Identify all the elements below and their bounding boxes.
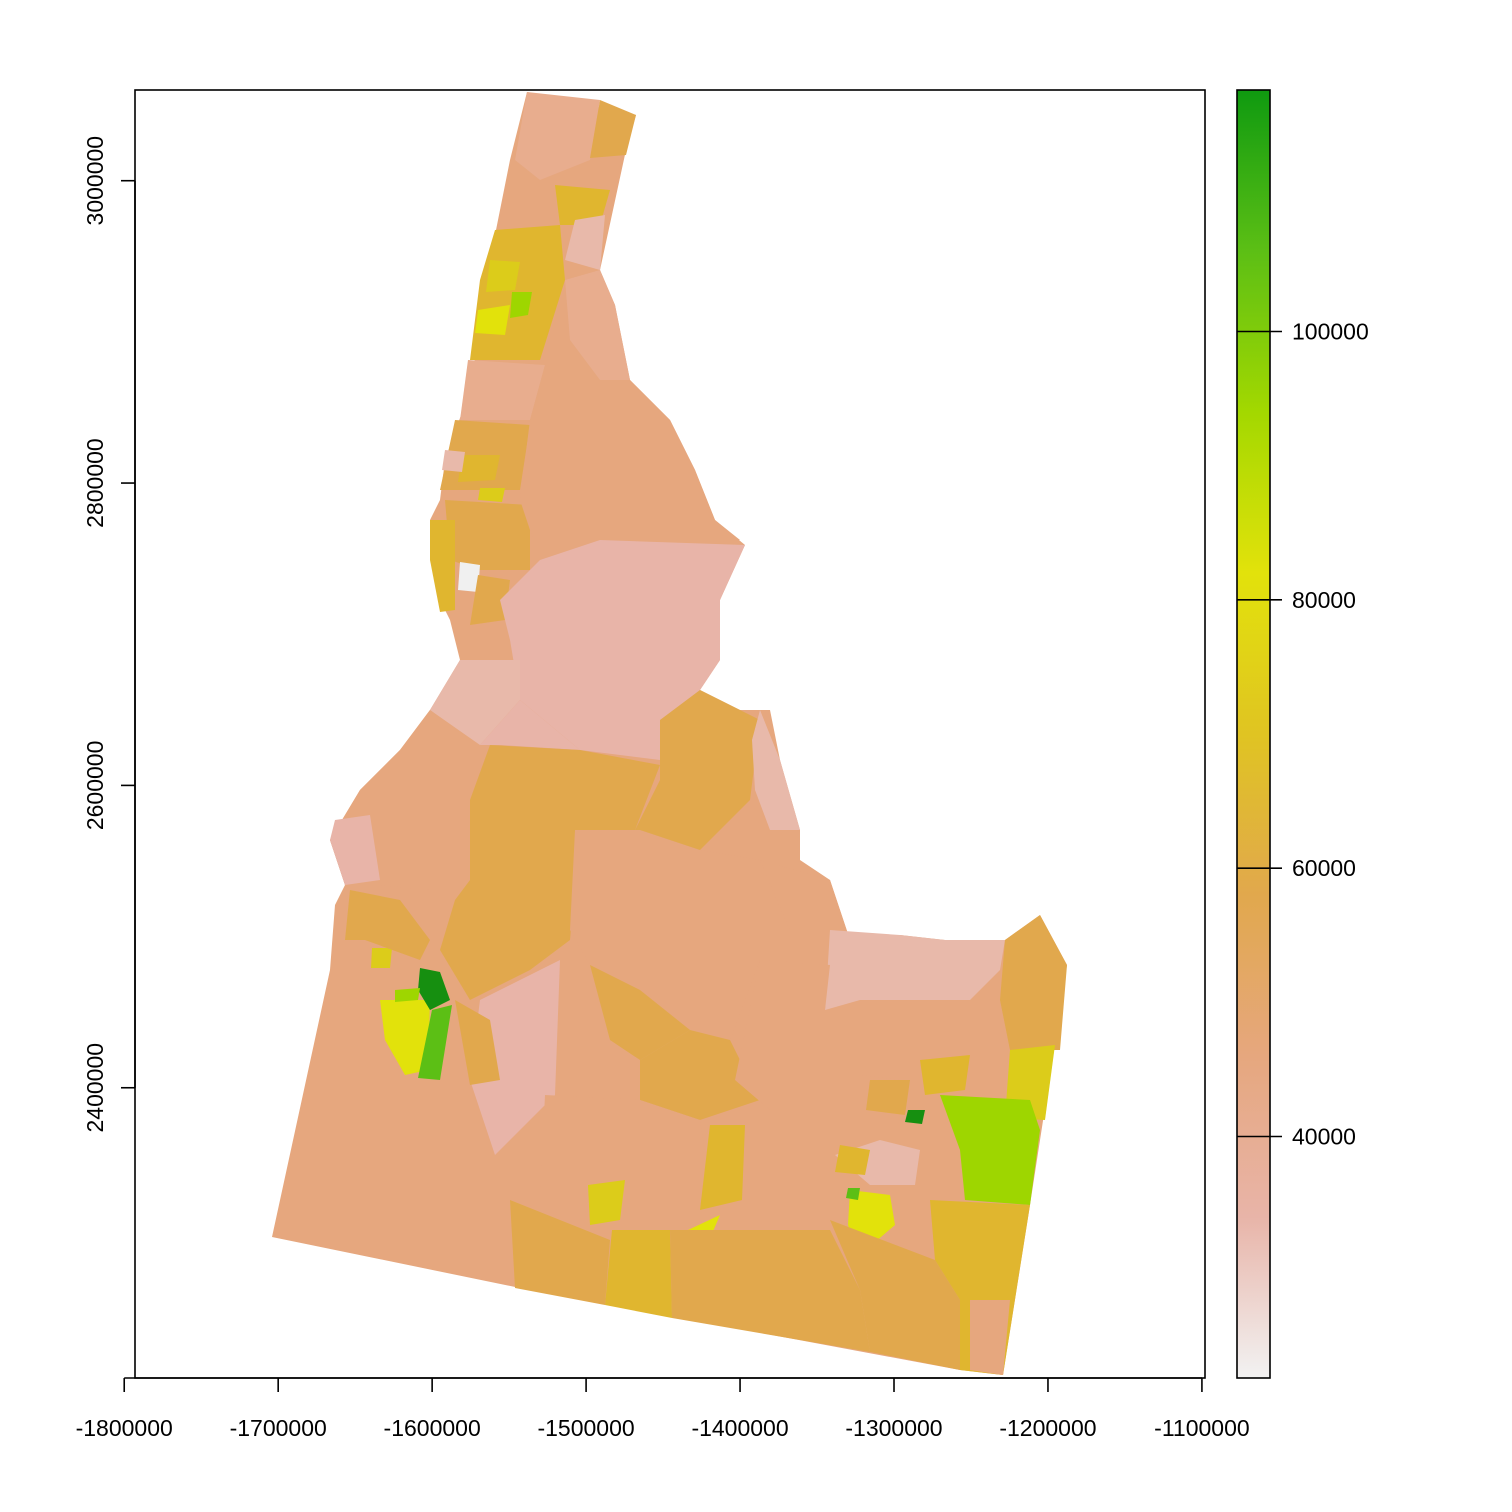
legend-tick-label: 80000 (1292, 587, 1356, 613)
y-tick-label: 2400000 (82, 1043, 108, 1133)
region-mid-2 (440, 880, 575, 1000)
region-central-1 (520, 365, 740, 560)
region-north-3 (555, 185, 610, 225)
region-north-14 (478, 488, 505, 502)
region-north-15 (445, 500, 530, 570)
legend-tick-label: 40000 (1292, 1124, 1356, 1150)
y-tick-label: 2800000 (82, 438, 108, 528)
region-north-13 (442, 450, 465, 472)
y-tick-label: 3000000 (82, 136, 108, 226)
region-st-6 (510, 1200, 610, 1305)
region-s-13 (846, 1188, 860, 1200)
region-north-17 (458, 562, 480, 592)
x-tick-label: -1700000 (230, 1415, 327, 1441)
region-north-12 (458, 455, 500, 482)
region-s-11 (835, 1145, 870, 1175)
region-north-1 (515, 92, 600, 180)
region-north-9 (565, 270, 630, 380)
region-east-2 (752, 710, 800, 830)
region-st-1 (540, 1095, 710, 1240)
region-s-7 (920, 1055, 970, 1095)
region-sc-4 (1000, 915, 1067, 1050)
region-sc-1 (570, 830, 790, 1040)
x-tick-label: -1800000 (76, 1415, 173, 1441)
region-central-3 (430, 660, 520, 745)
region-mid-1 (470, 745, 660, 880)
region-st-2 (700, 1125, 745, 1210)
x-tick-label: -1300000 (845, 1415, 942, 1441)
region-s-9 (905, 1110, 925, 1124)
x-axis: -1800000 -1700000 -1600000 -1500000 -1400000… (76, 1377, 1250, 1441)
region-tv-5 (395, 988, 420, 1002)
legend-tick-label: 60000 (1292, 855, 1356, 881)
color-legend: 40000 60000 80000 100000 (1236, 89, 1369, 1379)
region-sc-2 (760, 860, 850, 965)
region-sc-3 (825, 930, 1005, 1010)
region-north-18 (470, 575, 510, 625)
region-s-3 (640, 1030, 760, 1120)
region-s-15 (970, 1300, 1010, 1375)
x-tick-label: -1500000 (537, 1415, 634, 1441)
region-north-6 (486, 260, 520, 292)
region-s-4 (735, 960, 830, 1110)
region-west-2 (330, 815, 380, 885)
region-tv-1 (371, 948, 392, 968)
region-tv-4 (418, 1005, 452, 1080)
region-st-8 (830, 1220, 960, 1370)
legend-tick-label: 100000 (1292, 319, 1369, 345)
region-central-4 (480, 700, 580, 750)
x-tick-label: -1100000 (1154, 1415, 1250, 1441)
x-tick-label: -1200000 (999, 1415, 1096, 1441)
region-st-3 (588, 1180, 625, 1225)
region-north-4 (565, 215, 605, 270)
x-tick-label: -1600000 (384, 1415, 481, 1441)
legend-colorbar (1236, 89, 1271, 1379)
region-s-6 (866, 1080, 910, 1115)
region-north-16 (430, 520, 455, 612)
region-north-7 (475, 305, 510, 335)
region-s-2 (590, 965, 690, 1060)
y-axis: 2400000 2600000 2800000 3000000 (82, 136, 136, 1133)
region-tv-7 (345, 890, 430, 960)
region-north-8 (510, 292, 532, 318)
region-s-8 (940, 1095, 1040, 1205)
region-east-1 (635, 690, 760, 860)
region-tv-2 (380, 1000, 430, 1075)
choropleth-regions (330, 92, 1067, 1375)
region-north-10 (460, 360, 545, 420)
region-tv-3 (418, 968, 450, 1010)
region-st-5 (605, 1230, 672, 1318)
region-tv-6 (455, 1000, 500, 1085)
region-st-7 (670, 1230, 870, 1352)
region-s-1 (470, 960, 560, 1155)
x-tick-label: -1400000 (691, 1415, 788, 1441)
y-tick-label: 2600000 (82, 741, 108, 831)
region-north-2 (590, 100, 636, 158)
